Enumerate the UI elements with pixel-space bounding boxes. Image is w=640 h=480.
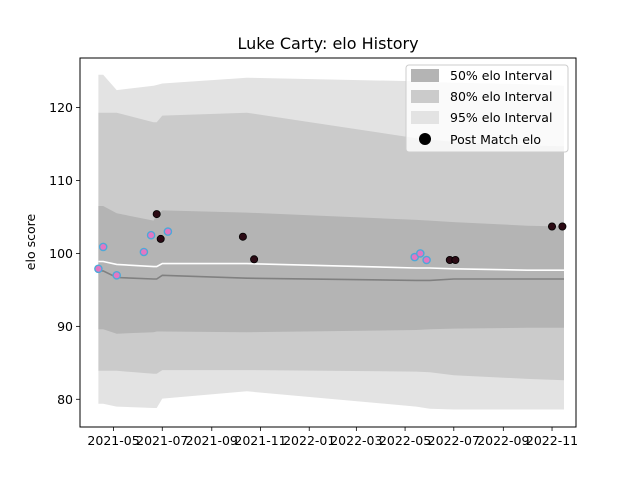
y-axis: 80 90 100 110 120 [49,100,80,407]
legend: 50% elo Interval 80% elo Interval 95% el… [405,64,569,153]
x-tick-label: 2022-09 [477,433,529,448]
x-tick-label: 2022-03 [330,433,382,448]
legend-swatch-80 [411,90,439,103]
post-match-elo-point [548,222,557,231]
post-match-elo-point [146,230,156,240]
y-tick-label: 80 [57,392,73,407]
x-tick-label: 2021-09 [186,433,238,448]
post-match-elo-point [112,270,121,280]
x-tick-label: 2022-11 [526,433,578,448]
chart-title: Luke Carty: elo History [237,34,418,53]
post-match-elo-point [94,264,103,274]
post-match-elo-point [422,255,431,265]
legend-box [405,64,569,153]
x-tick-label: 2022-07 [428,433,480,448]
post-match-elo-point [139,247,149,257]
post-match-elo-point [558,222,567,231]
y-axis-label: elo score [23,214,38,271]
post-match-elo-point [238,232,247,241]
plot-area [94,74,567,410]
y-tick-label: 120 [49,100,73,115]
y-tick-label: 100 [49,246,73,261]
post-match-elo-point [415,249,425,258]
x-tick-label: 2021-05 [87,433,139,448]
post-match-elo-point [156,234,165,243]
y-tick-label: 90 [57,319,73,334]
post-match-elo-point [152,210,161,219]
legend-swatch-50 [411,69,439,82]
post-match-elo-point [250,255,259,264]
legend-label-95: 95% elo Interval [450,110,552,125]
x-tick-label: 2022-05 [379,433,431,448]
y-tick-label: 110 [49,173,73,188]
post-match-elo-point [451,255,460,264]
x-axis: 2021-052021-072021-092021-112022-012022-… [87,427,578,448]
post-match-elo-point [98,242,108,252]
band-50-interval [98,206,565,334]
x-tick-label: 2022-01 [283,433,335,448]
x-tick-label: 2021-07 [136,433,188,448]
legend-marker-point [419,133,431,145]
legend-label-80: 80% elo Interval [450,89,552,104]
x-tick-label: 2021-11 [234,433,286,448]
plot-frame [79,57,577,428]
legend-label-point: Post Match elo [450,132,541,147]
legend-swatch-95 [411,111,439,124]
legend-label-50: 50% elo Interval [450,68,552,83]
post-match-elo-point [163,227,173,236]
mean-elo-line [98,260,564,271]
